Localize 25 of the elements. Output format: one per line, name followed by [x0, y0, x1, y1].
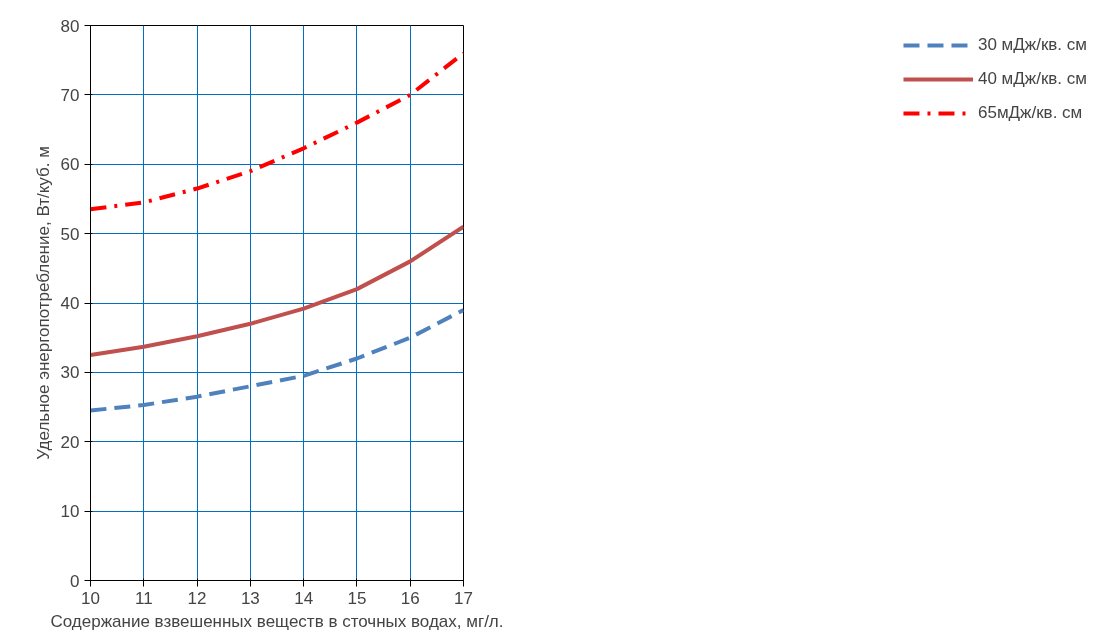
x-tick-label: 10: [81, 588, 100, 608]
x-tick-label: 11: [134, 588, 153, 608]
y-axis-title: Удельное энергопотребление, Вт/куб. м: [33, 146, 53, 460]
y-tick-label: 20: [60, 432, 80, 452]
x-tick-label: 15: [347, 588, 367, 608]
line-series: [90, 307, 464, 413]
x-tick-label: 12: [187, 588, 207, 608]
x-tick-label: 16: [400, 588, 420, 608]
x-axis-title: Содержание взвешенных веществ в сточных водах, мг/л.: [50, 611, 504, 631]
y-tick-label: 0: [70, 571, 80, 591]
y-tick-label: 40: [60, 294, 80, 313]
y-tick-label: 30: [60, 363, 80, 383]
legend-label: 40 мДж/кв. см: [977, 69, 1087, 89]
legend-label: 65мДж/кв. см: [977, 103, 1083, 123]
y-tick-label: 80: [60, 16, 80, 36]
x-tick-label: 13: [240, 588, 260, 608]
y-tick-label: 50: [60, 224, 80, 244]
x-tick-label: 17: [454, 588, 473, 608]
y-tick-label: 10: [60, 502, 80, 522]
y-tick-label: 70: [60, 85, 80, 105]
legend-label: 30 мДж/кв. см: [977, 35, 1087, 55]
x-tick-label: 14: [294, 588, 314, 608]
line-series: [90, 224, 464, 358]
line-series: [90, 51, 464, 212]
y-tick-label: 60: [60, 155, 80, 175]
